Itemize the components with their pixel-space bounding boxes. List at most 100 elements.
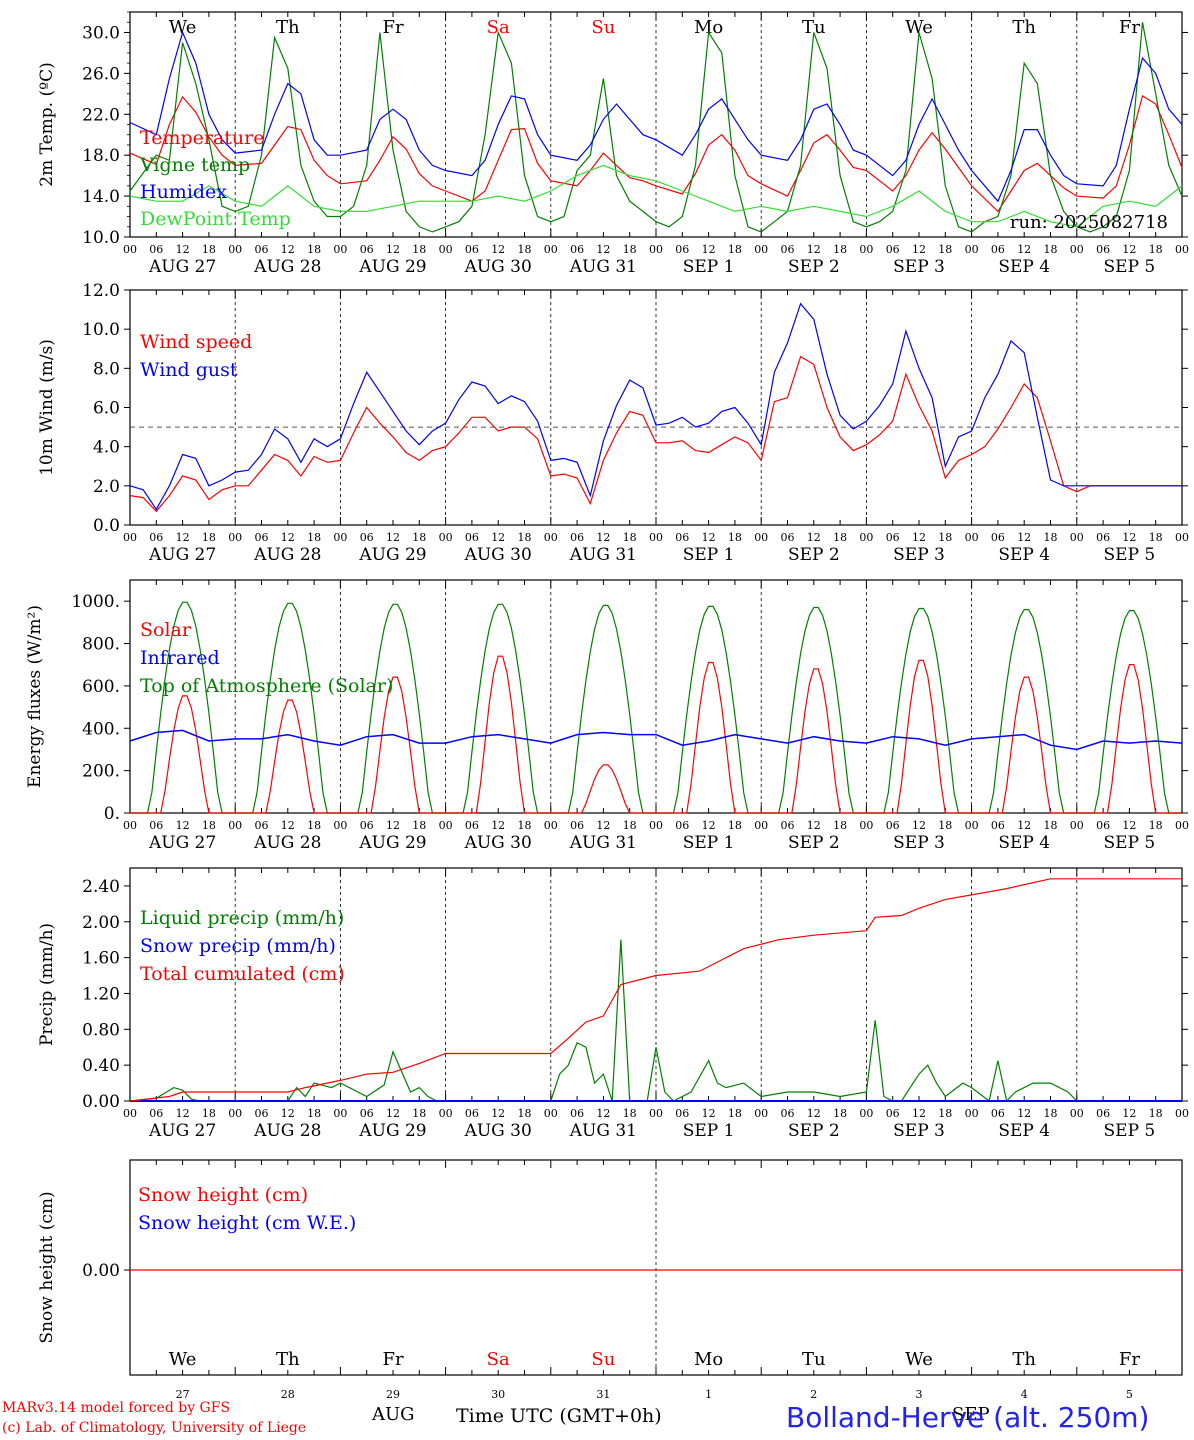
hour-label: 00 [859,819,873,832]
time-axis-label: Time UTC (GMT+0h) [456,1405,662,1427]
hour-label: 12 [281,243,295,256]
series-wind-speed [129,355,1182,513]
hour-label: 06 [886,1107,900,1120]
hour-label: 00 [544,1107,558,1120]
hour-label: 18 [518,531,532,544]
hour-label: 06 [781,243,795,256]
hour-label: 18 [833,819,847,832]
y-tick-label: 600. [82,677,120,697]
hour-label: 12 [281,1107,295,1120]
weekday-label: Su [591,17,615,38]
hour-label: 00 [439,531,453,544]
hour-label: 06 [886,531,900,544]
hour-label: 12 [1017,1107,1031,1120]
hour-label: 12 [176,243,190,256]
hour-label: 00 [965,531,979,544]
daynum-label: 2 [810,1388,817,1401]
hour-label: 18 [412,1107,426,1120]
hour-label: 00 [1070,243,1084,256]
hour-label: 00 [859,243,873,256]
hour-label: 18 [938,531,952,544]
hour-label: 18 [202,819,216,832]
hour-label: 18 [307,531,321,544]
date-label: AUG 31 [569,257,637,277]
hour-label: 18 [728,243,742,256]
series-wind-gust [129,302,1182,511]
weekday-label: We [905,1349,933,1370]
weekday-label: Fr [1119,17,1140,38]
hour-label: 12 [702,243,716,256]
y-axis-label: 10m Wind (m/s) [37,339,57,476]
date-label: SEP 5 [1104,833,1156,853]
hour-label: 06 [781,1107,795,1120]
hour-label: 12 [491,531,505,544]
hour-label: 18 [518,243,532,256]
y-tick-label: 0.80 [82,1020,120,1040]
hour-label: 18 [1149,819,1163,832]
date-label: SEP 1 [683,257,735,277]
date-label: SEP 3 [893,545,945,565]
hour-label: 00 [123,531,137,544]
date-label: AUG 29 [358,833,426,853]
hour-label: 00 [754,819,768,832]
weekday-label: Su [591,1349,615,1370]
weekday-label: Fr [1119,1349,1140,1370]
y-tick-label: 22.0 [82,105,120,125]
legend-wind-gust: Wind gust [140,359,238,381]
hour-label: 12 [386,1107,400,1120]
hour-label: 06 [570,531,584,544]
date-label: SEP 1 [683,545,735,565]
y-tick-label: 10.0 [82,228,120,248]
hour-label: 18 [1149,1107,1163,1120]
hour-label: 18 [202,531,216,544]
hour-label: 12 [702,531,716,544]
hour-label: 18 [1044,243,1058,256]
hour-label: 06 [465,243,479,256]
date-label: SEP 4 [998,545,1050,565]
hour-label: 18 [623,1107,637,1120]
hour-label: 06 [570,819,584,832]
hour-label: 12 [912,531,926,544]
hour-label: 12 [702,819,716,832]
hour-label: 00 [1070,531,1084,544]
weekday-label: Fr [382,17,403,38]
y-axis-label: Precip (mm/h) [37,923,57,1046]
hour-label: 12 [1017,819,1031,832]
legend-liquid-precip-mm-h-: Liquid precip (mm/h) [140,907,344,929]
date-label: SEP 5 [1104,257,1156,277]
hour-label: 00 [649,531,663,544]
hour-label: 06 [465,819,479,832]
hour-label: 12 [807,1107,821,1120]
y-axis-label: Snow height (cm) [37,1191,57,1343]
hour-label: 12 [386,531,400,544]
daynum-label: 30 [491,1388,505,1401]
y-tick-label: 2.0 [93,477,120,497]
y-axis-label: Energy fluxes (W/m²) [25,605,45,788]
daynum-label: 5 [1126,1388,1133,1401]
hour-label: 00 [228,819,242,832]
hour-label: 06 [781,819,795,832]
hour-label: 00 [333,819,347,832]
hour-label: 18 [307,1107,321,1120]
daynum-label: 28 [281,1388,295,1401]
y-tick-label: 400. [82,719,120,739]
legend-total-cumulated-cm-: Total cumulated (cm) [140,963,345,985]
hour-label: 18 [623,819,637,832]
hour-label: 12 [491,1107,505,1120]
date-label: AUG 31 [569,1121,637,1141]
date-label: SEP 2 [788,257,840,277]
y-tick-label: 8.0 [93,359,120,379]
hour-label: 18 [833,1107,847,1120]
hour-label: 18 [728,1107,742,1120]
hour-label: 12 [596,1107,610,1120]
y-tick-label: 0.00 [82,1092,120,1112]
date-label: AUG 27 [148,1121,216,1141]
y-tick-label: 26.0 [82,64,120,84]
date-label: SEP 3 [893,257,945,277]
hour-label: 00 [123,819,137,832]
date-label: AUG 27 [148,545,216,565]
hour-label: 12 [912,1107,926,1120]
hour-label: 06 [149,243,163,256]
hour-label: 12 [596,243,610,256]
hour-label: 06 [149,531,163,544]
